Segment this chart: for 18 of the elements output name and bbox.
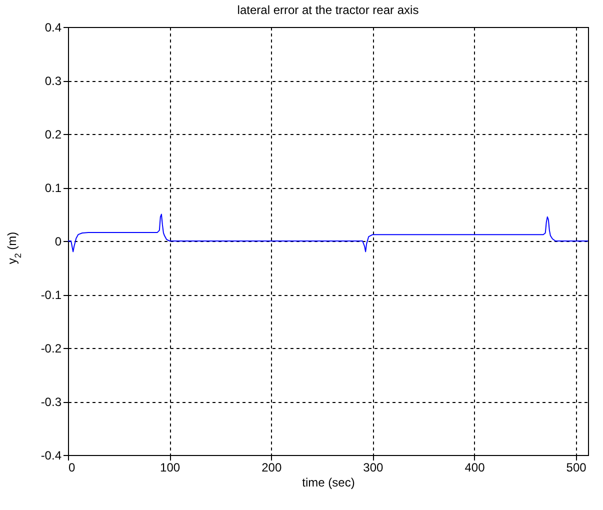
y-tick-label: 0.4	[44, 20, 62, 34]
y-tick-label: -0.2	[40, 342, 62, 356]
x-tick-label: 400	[464, 460, 486, 474]
x-tick-label: 300	[363, 460, 384, 474]
y-tick-label: 0.1	[44, 181, 62, 195]
y-tick-label: 0.2	[44, 128, 62, 142]
y-tick-label: -0.3	[40, 395, 62, 409]
x-tick-label: 100	[160, 460, 180, 474]
y-tick-label: 0.3	[44, 74, 62, 88]
x-tick-label: 500	[566, 460, 587, 474]
x-tick-label: 200	[262, 460, 282, 474]
line-series	[68, 214, 588, 252]
y-tick-label: -0.4	[40, 448, 62, 462]
y-tick-label: 0	[54, 234, 62, 248]
chart-title: lateral error at the tractor rear axis	[237, 3, 419, 17]
y-tick-label: -0.1	[40, 288, 62, 302]
x-tick-label: 0	[68, 460, 76, 474]
x-axis-title: time (sec)	[302, 476, 355, 490]
